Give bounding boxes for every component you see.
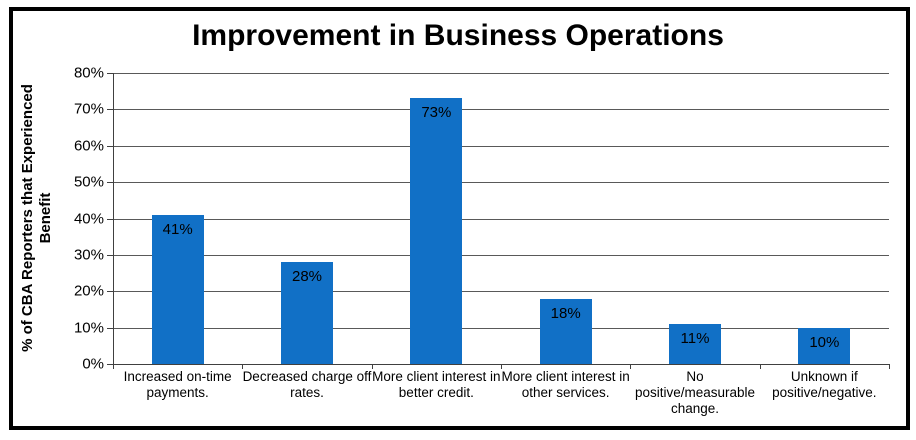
y-tick-label: 20% bbox=[73, 282, 104, 300]
bar-4: 18% bbox=[539, 298, 592, 364]
y-axis-line bbox=[113, 73, 114, 365]
bar-1: 41% bbox=[151, 214, 204, 364]
x-category-label-text: More client interest in bbox=[372, 369, 501, 384]
y-tick-label: 40% bbox=[73, 210, 104, 227]
y-axis-title: % of CBA Reporters that Experienced Bene… bbox=[19, 18, 55, 418]
x-category-label-5: No positive/measurable change. bbox=[630, 369, 759, 417]
gridline-40 bbox=[113, 218, 889, 220]
x-category-label-line: change. bbox=[630, 401, 759, 417]
x-tick-mark bbox=[889, 364, 890, 369]
x-category-label-line: better credit. bbox=[372, 385, 501, 401]
gridline-70 bbox=[113, 109, 889, 111]
bar-6: 10% bbox=[798, 327, 851, 364]
x-tick-mark bbox=[630, 364, 632, 369]
gridline-50 bbox=[113, 182, 889, 184]
bar-value-label: 41% bbox=[162, 220, 193, 238]
y-tick-label: 80% bbox=[73, 64, 104, 82]
x-category-label-text: Increased on-time bbox=[123, 369, 232, 384]
x-category-label-1: Increased on-time payments. bbox=[113, 369, 242, 401]
y-axis-title-line-1: % of CBA Reporters that Experienced bbox=[19, 84, 36, 352]
bar-2: 28% bbox=[281, 262, 333, 364]
x-category-label-text: change. bbox=[670, 401, 720, 416]
y-tick-mark bbox=[107, 291, 113, 293]
y-tick-mark bbox=[107, 182, 113, 184]
y-tick-label: 30% bbox=[73, 246, 104, 264]
y-tick-label: 0% bbox=[82, 355, 104, 373]
x-tick-mark bbox=[113, 364, 114, 369]
x-category-label-text: positive/negative. bbox=[772, 385, 877, 400]
gridline-30 bbox=[113, 254, 889, 256]
bar-value-label: 10% bbox=[809, 333, 840, 351]
y-tick-mark bbox=[107, 73, 113, 74]
x-category-label-line: rates. bbox=[242, 385, 371, 401]
gridline-80 bbox=[113, 73, 889, 74]
x-category-label-line: other services. bbox=[501, 385, 630, 401]
x-category-label-line: positive/negative. bbox=[760, 385, 889, 401]
x-category-label-line: No bbox=[630, 369, 759, 385]
x-tick-mark bbox=[242, 364, 244, 369]
x-category-label-text: payments. bbox=[146, 385, 209, 400]
x-category-label-text: Decreased charge off bbox=[242, 369, 372, 384]
y-tick-mark bbox=[107, 145, 113, 147]
bar-5: 11% bbox=[669, 323, 721, 364]
y-axis-title-line-2: Benefit bbox=[37, 192, 54, 244]
x-category-label-text: Unknown if bbox=[790, 369, 858, 384]
x-category-label-line: Decreased charge off bbox=[242, 369, 372, 385]
x-category-label-line: More client interest in bbox=[501, 369, 630, 385]
plot-area: 0% 10% 20% 30% 40% 50% 60% 70% 80% 41% 28% 73% 18% 11… bbox=[74, 65, 890, 373]
gridline-60 bbox=[113, 145, 889, 147]
bar-3: 73% bbox=[410, 98, 463, 364]
x-category-label-4: More client interest in other services. bbox=[501, 369, 630, 401]
y-tick-mark bbox=[107, 109, 113, 111]
x-category-label-line: Unknown if bbox=[760, 369, 889, 385]
y-tick-label: 50% bbox=[73, 173, 104, 191]
bar-value-label: 18% bbox=[550, 304, 581, 322]
x-tick-mark bbox=[501, 364, 502, 369]
bar-value-label: 11% bbox=[680, 329, 710, 347]
x-category-label-2: Decreased charge off rates. bbox=[242, 369, 372, 401]
chart-title: Improvement in Business Operations bbox=[192, 19, 724, 52]
x-category-label-line: Increased on-time bbox=[113, 369, 242, 385]
x-category-label-6: Unknown if positive/negative. bbox=[760, 369, 889, 401]
gridline-10 bbox=[113, 327, 889, 329]
y-tick-mark bbox=[107, 254, 113, 256]
y-tick-mark bbox=[107, 218, 113, 220]
y-tick-label: 10% bbox=[73, 319, 104, 337]
x-category-label-line: payments. bbox=[113, 385, 242, 401]
x-category-label-text: rates. bbox=[290, 385, 324, 400]
y-tick-label: 70% bbox=[73, 100, 104, 118]
x-category-label-text: positive/measurable bbox=[634, 385, 756, 400]
bar-value-label: 28% bbox=[291, 268, 323, 286]
y-tick-label: 60% bbox=[73, 137, 104, 155]
x-category-label-text: No bbox=[686, 369, 704, 384]
gridline-20 bbox=[113, 291, 889, 293]
x-tick-mark bbox=[371, 364, 373, 369]
y-tick-mark bbox=[107, 327, 113, 329]
bar-value-label: 73% bbox=[421, 104, 452, 122]
x-category-label-text: More client interest in bbox=[501, 369, 630, 384]
x-tick-mark bbox=[759, 364, 761, 369]
x-category-label-text: better credit. bbox=[398, 385, 474, 400]
x-category-label-text: other services. bbox=[521, 385, 610, 400]
x-category-label-line: positive/measurable bbox=[630, 385, 759, 401]
x-category-label-3: More client interest in better credit. bbox=[372, 369, 501, 401]
x-category-label-line: More client interest in bbox=[372, 369, 501, 385]
y-tick-mark bbox=[107, 364, 113, 365]
